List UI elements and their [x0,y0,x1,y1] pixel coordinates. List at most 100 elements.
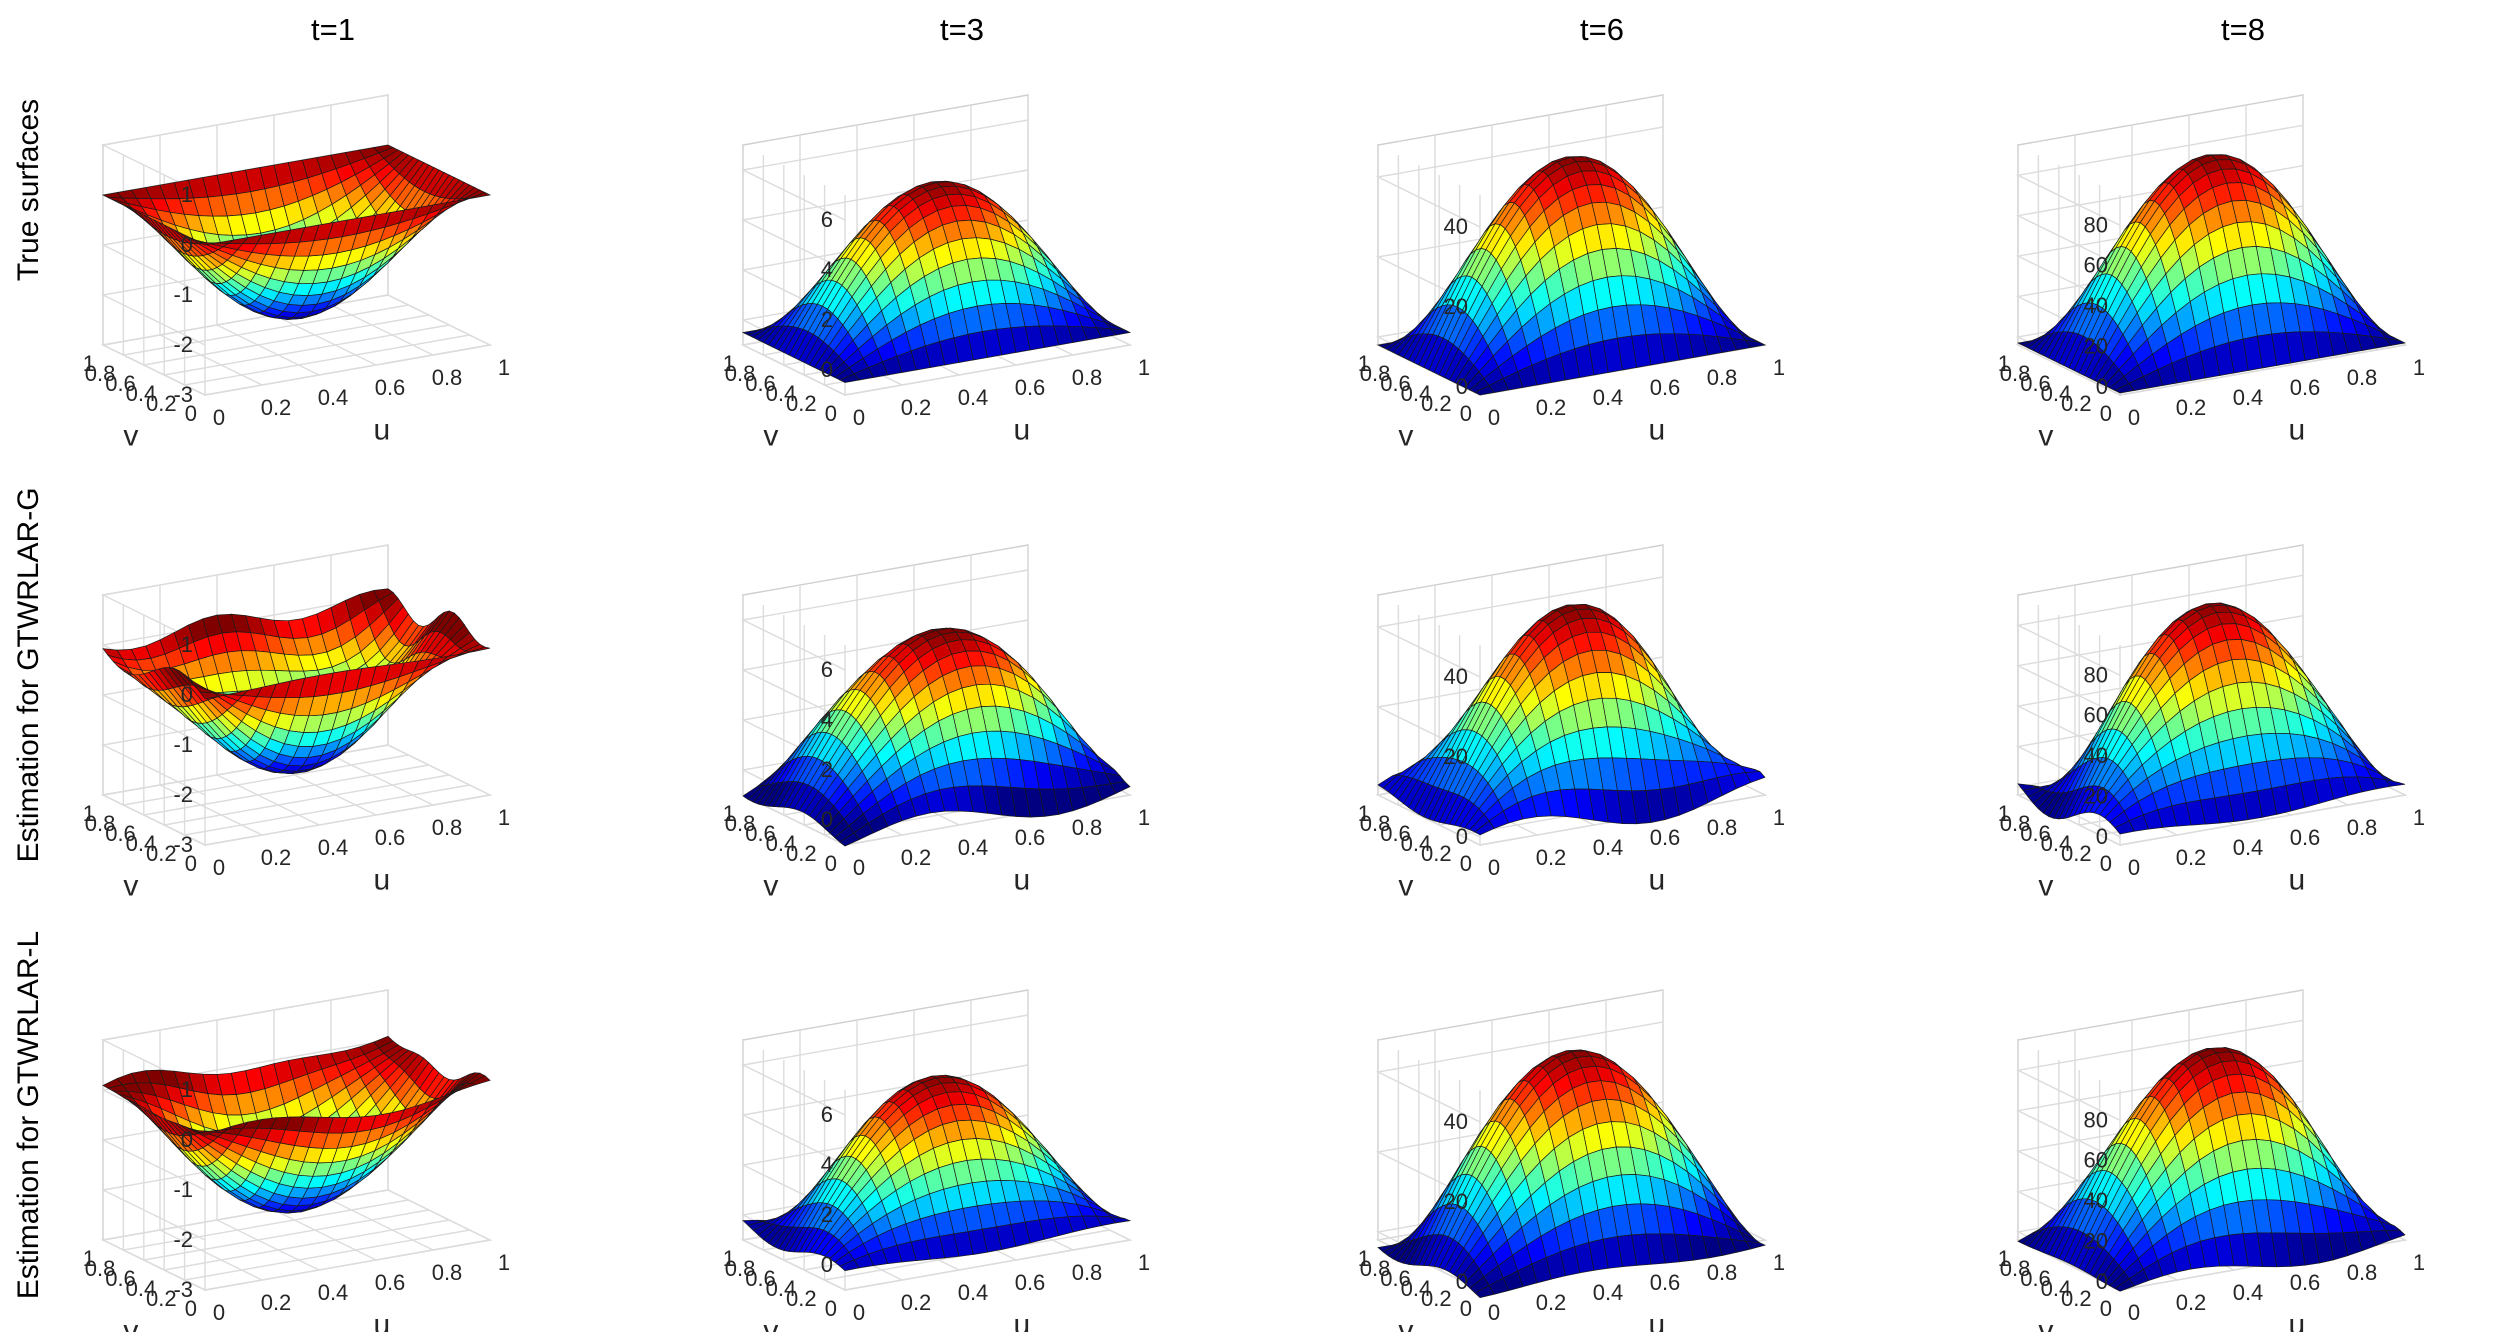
u-tick-label: 0 [853,405,865,430]
z-tick-label: -2 [173,332,193,357]
z-tick-label: 0 [1456,1269,1468,1294]
u-tick-label: 0 [1488,855,1500,880]
z-tick-labels: 6 4 2 0 [821,207,833,382]
v-tick-labels: 10.80.60.40.2 0 [83,351,197,426]
z-tick-label: 6 [821,207,833,232]
v-tick-label: 0 [185,851,197,876]
v-tick-label: 1 [83,351,95,376]
u-tick-label: 1 [2413,805,2425,830]
u-tick-label: 0.6 [2290,1270,2321,1295]
surface-panel-r3-c1: 10-1-2-30 0.2 0.4 0.6 0.8 110.80.60.40.2 0 uv [83,989,510,1332]
z-tick-labels: 40 20 0 [1444,1109,1468,1294]
v-tick-label: 0.8 [1360,811,1391,836]
v-tick-label: 0.2 [786,391,817,416]
u-tick-labels: 0 0.2 0.4 0.6 0.8 1 [2128,355,2425,430]
u-tick-label: 0 [2128,1300,2140,1325]
u-tick-label: 0.4 [318,385,349,410]
v-tick-labels: 10.80.60.40.2 0 [723,1246,837,1321]
v-tick-label: 0 [1460,1296,1472,1321]
v-tick-label: 0.4 [1401,381,1432,406]
z-tick-label: 40 [1444,1109,1468,1134]
z-tick-label: -3 [173,1277,193,1302]
v-tick-label: 1 [1358,801,1370,826]
v-tick-label: 0 [825,851,837,876]
u-tick-label: 0.4 [958,385,989,410]
v-tick-label: 1 [83,801,95,826]
v-tick-label: 0.4 [766,381,797,406]
u-tick-label: 0.4 [2233,835,2264,860]
u-tick-label: 0 [2128,855,2140,880]
v-tick-label: 0.8 [2000,361,2031,386]
z-tick-labels: 80 60 40 20 0 [2084,662,2108,849]
u-tick-label: 0.6 [1650,1270,1681,1295]
z-tick-labels: 40 20 0 [1444,214,1468,399]
v-tick-labels: 10.80.60.40.2 0 [1358,351,1472,426]
v-tick-label: 0 [1460,401,1472,426]
z-tick-label: -1 [173,732,193,757]
z-tick-label: 60 [2084,253,2108,278]
v-axis-label: v [123,870,138,903]
v-tick-label: 0 [2100,851,2112,876]
u-tick-label: 0.8 [1072,365,1103,390]
v-tick-label: 0.8 [85,361,116,386]
v-tick-label: 0 [185,401,197,426]
v-tick-labels: 10.80.60.40.2 0 [1998,1246,2112,1321]
z-tick-labels: 40 20 0 [1444,664,1468,849]
v-tick-labels: 10.80.60.40.2 0 [1998,801,2112,876]
z-tick-label: 0 [1456,824,1468,849]
v-tick-label: 0.2 [146,841,177,866]
surface-mesh [741,180,1132,383]
u-tick-label: 0.4 [318,1280,349,1305]
v-tick-labels: 10.80.60.40.2 0 [83,801,197,876]
u-tick-label: 0 [1488,405,1500,430]
u-tick-label: 1 [498,1250,510,1275]
u-axis-label: u [2288,1309,2305,1332]
column-title-t8: t=8 [2221,12,2265,47]
u-tick-label: 0 [213,855,225,880]
u-tick-label: 0.8 [2347,815,2378,840]
z-tick-labels: 6 4 2 0 [821,657,833,832]
u-tick-label: 0.6 [375,1270,406,1295]
v-tick-label: 0.2 [146,1286,177,1311]
v-axis-label: v [1398,1315,1413,1332]
z-tick-label: 0 [2096,824,2108,849]
v-tick-label: 0.2 [1421,391,1452,416]
u-tick-label: 0.4 [1593,385,1624,410]
surface-mesh [1377,604,1766,836]
v-tick-label: 0.4 [126,381,157,406]
z-tick-label: 0 [181,682,193,707]
u-tick-label: 1 [1138,805,1150,830]
u-tick-label: 0.8 [1707,365,1738,390]
z-tick-label: 60 [2084,703,2108,728]
u-tick-label: 0.2 [2176,1290,2207,1315]
v-tick-label: 0.8 [85,811,116,836]
surface-mesh [2016,154,2407,394]
u-tick-label: 0 [1488,1300,1500,1325]
u-tick-label: 0.6 [1650,375,1681,400]
z-tick-label: -1 [173,1177,193,1202]
z-tick-labels: 1 0 -1 -2 -3 [173,182,193,407]
z-tick-label: -2 [173,1227,193,1252]
z-tick-label: 20 [2084,784,2108,809]
v-tick-label: 0.4 [1401,1276,1432,1301]
v-tick-labels: 10.80.60.40.2 0 [723,801,837,876]
u-tick-label: 0.2 [901,395,932,420]
u-tick-label: 0 [213,1300,225,1325]
z-tick-label: 1 [181,1077,193,1102]
z-tick-label: 1 [181,182,193,207]
u-tick-label: 0.8 [432,365,463,390]
v-tick-label: 0.4 [126,1276,157,1301]
v-tick-label: 0 [2100,401,2112,426]
u-tick-label: 0.6 [2290,825,2321,850]
v-tick-label: 1 [1998,351,2010,376]
u-axis-label: u [2288,864,2305,897]
u-axis-label: u [1013,414,1030,447]
v-tick-label: 0.6 [2020,821,2051,846]
v-tick-label: 0.2 [786,841,817,866]
u-tick-label: 0.2 [901,845,932,870]
u-axis-label: u [373,864,390,897]
u-tick-label: 0.4 [958,1280,989,1305]
